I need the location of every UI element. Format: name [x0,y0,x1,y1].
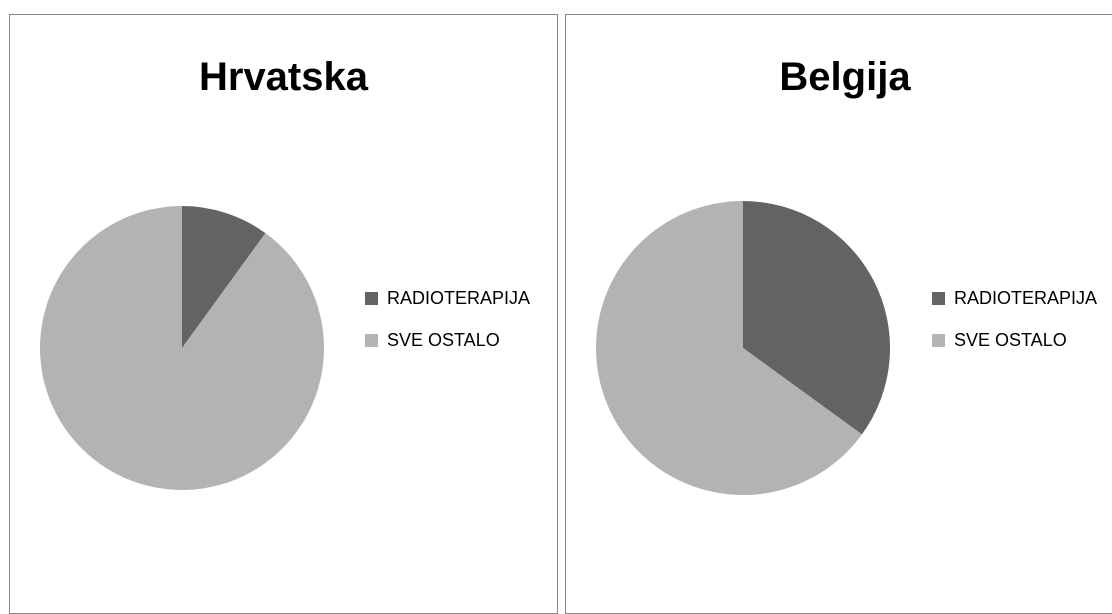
legend-label: SVE OSTALO [954,330,1067,350]
chart-panel: Belgija RADIOTERAPIJA SVE OSTALO [565,14,1112,614]
legend-item: RADIOTERAPIJA [365,283,547,313]
legend-label: RADIOTERAPIJA [954,288,1098,308]
legend: RADIOTERAPIJA SVE OSTALO [932,283,1112,367]
pie-slice [182,206,266,348]
pie-slice [743,201,890,435]
legend-item: SVE OSTALO [365,325,547,355]
pie [39,206,324,490]
legend-swatch [932,334,945,347]
pie [596,201,890,495]
pie-slice [596,201,862,495]
legend-label: SVE OSTALO [387,330,500,350]
legend-swatch [365,334,378,347]
chart-title: Hrvatska [198,55,368,99]
legend-swatch [932,292,945,305]
legend-swatch [365,292,378,305]
legend-item: RADIOTERAPIJA [932,283,1112,313]
pie-slice [39,206,324,490]
legend: RADIOTERAPIJA SVE OSTALO [365,283,545,367]
chart-panel: Hrvatska RADIOTERAPIJA SVE OSTALO [9,14,558,614]
chart-title: Belgija [779,55,911,99]
legend-item: SVE OSTALO [932,325,1112,355]
page: Hrvatska RADIOTERAPIJA SVE OSTALO Belgija RA… [9,14,1112,614]
legend-label: RADIOTERAPIJA [387,288,531,308]
